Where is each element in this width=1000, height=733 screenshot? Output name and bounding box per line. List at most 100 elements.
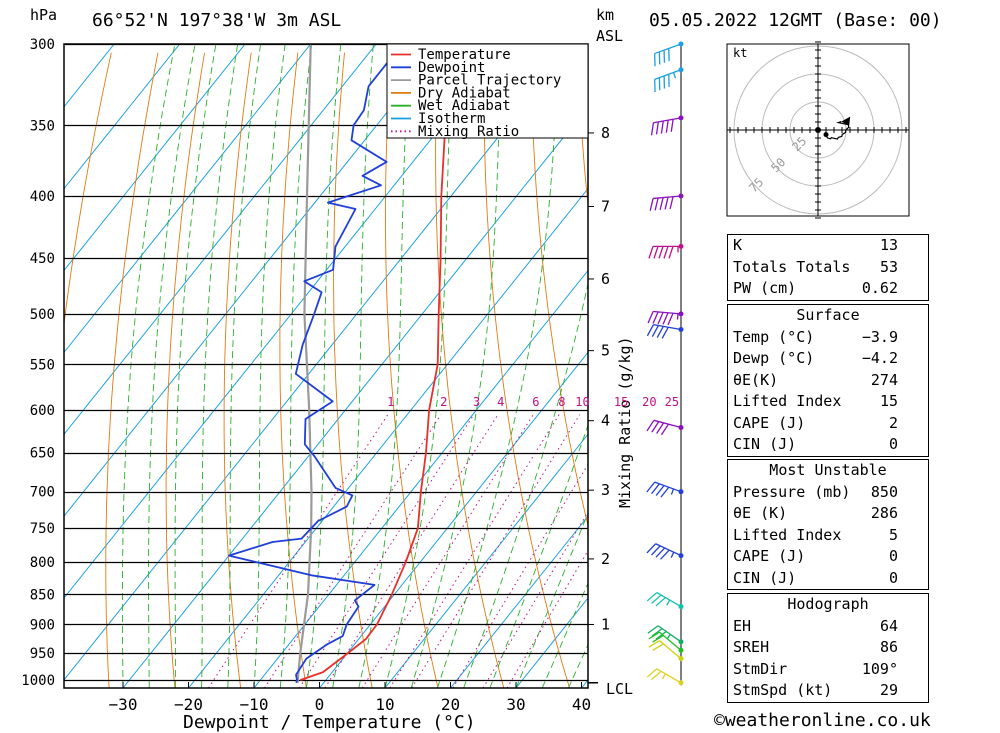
dry-adiabat-line: [577, 52, 588, 209]
dry-adiabat-line: [530, 52, 588, 528]
isotherm-line: [384, 433, 588, 688]
wind-barb-flag: [658, 246, 664, 259]
stat-value: 109°: [861, 659, 898, 678]
legend-label: Dry Adiabat: [418, 85, 511, 101]
wind-barb-flag: [652, 311, 659, 324]
grid-lines: [64, 44, 1000, 688]
dry-adiabat-line: [279, 52, 307, 688]
wet-adiabat-line: [253, 44, 286, 688]
axes: 3003504004505005506006507007508008509009…: [21, 37, 610, 714]
wet-adiabat-line: [201, 44, 239, 688]
wind-barb-half-flag: [661, 673, 666, 680]
wind-level-dot: [678, 311, 684, 317]
mixing-ratio-label: 20: [642, 395, 656, 409]
isotherm-line: [64, 44, 377, 436]
stat-value: 0: [888, 435, 898, 453]
pressure-tick-label: 1000: [21, 673, 55, 689]
site-credit[interactable]: ©weatheronline.co.uk: [714, 710, 931, 731]
wind-barb-shaft: [659, 640, 682, 660]
asl-unit-label: ASL: [596, 27, 623, 45]
km-tick-label: 6: [601, 270, 610, 288]
stat-row: CIN (J) 0: [728, 568, 928, 590]
legend-label: Dewpoint: [418, 60, 485, 76]
isotherm-line: [64, 44, 508, 599]
wind-barb-flag: [651, 325, 659, 337]
stat-value: 5: [888, 525, 898, 544]
lcl-label: LCL: [606, 680, 633, 698]
km-tick-label: 7: [601, 198, 610, 216]
mixing-ratio-label: 8: [558, 395, 565, 409]
stat-value: 29: [879, 681, 898, 699]
stat-label: StmSpd (kt): [733, 681, 833, 699]
stat-value: 0: [888, 568, 898, 587]
legend-box: [386, 43, 589, 139]
totals-totals-label: Totals Totals: [733, 257, 851, 276]
stat-row: Lifted Index 5: [728, 525, 928, 547]
wind-barb-flag: [651, 670, 662, 681]
wind-barb: [646, 591, 684, 610]
legend-label: Wet Adiabat: [418, 98, 511, 114]
pressure-tick-label: 300: [30, 37, 55, 53]
wind-barb: [646, 543, 684, 560]
most-unstable-table: Most Unstable Pressure (mb) 850 θE (K) 286 L…: [727, 459, 929, 590]
wind-barb: [650, 115, 684, 136]
legend-label: Isotherm: [418, 111, 485, 127]
wind-barb-flag: [652, 634, 664, 643]
sounding-traces: [228, 44, 492, 684]
mixing-ratio-label: 6: [532, 395, 539, 409]
wind-barb-flag: [655, 485, 665, 496]
totals-totals-value: 53: [879, 257, 898, 276]
wind-barb-flag: [647, 311, 654, 324]
wind-barb-flag: [653, 246, 659, 259]
dry-adiabat-line: [105, 52, 159, 688]
wind-barb-flag: [656, 326, 664, 338]
dry-adiabat-line: [951, 53, 1000, 688]
stat-row: Dewp (°C) −4.2: [728, 348, 928, 370]
km-tick-label: 8: [601, 124, 610, 142]
wind-barb-flag: [651, 628, 663, 637]
wind-barb-flag: [646, 324, 654, 337]
wind-level-dot: [678, 604, 684, 610]
km-unit-label: km: [596, 6, 614, 24]
wind-barb-flag: [660, 120, 664, 134]
stat-label: CAPE (J): [733, 413, 806, 432]
stat-row: CAPE (J) 0: [728, 546, 928, 568]
mixing-ratio-line: [389, 414, 560, 688]
wind-barb-flag: [648, 246, 654, 259]
stat-row: θE(K) 274: [728, 370, 928, 392]
pressure-tick-label: 350: [30, 118, 55, 134]
wind-barb-shaft: [653, 195, 682, 200]
mixing-ratio-label: 4: [497, 395, 504, 409]
wind-barb-flag: [646, 668, 658, 678]
stat-row: StmSpd (kt) 29: [728, 680, 928, 702]
wind-barb-flag: [651, 594, 662, 604]
mixing-ratio-label: 1: [387, 395, 394, 409]
wet-adiabat-line: [541, 582, 588, 688]
plot-frame: [63, 43, 589, 689]
wind-barb-shaft: [656, 591, 682, 608]
isotherm-line: [64, 44, 443, 517]
wind-barb-half-flag: [670, 488, 675, 495]
wet-adiabat-line: [121, 44, 176, 688]
wind-barb-flag: [646, 481, 656, 493]
mixing-ratio-line: [411, 414, 581, 688]
k-index-row: K 13: [728, 235, 928, 257]
wind-barb: [654, 41, 684, 67]
wet-adiabat-line: [305, 44, 342, 688]
pressure-tick-label: 950: [30, 646, 55, 662]
wind-barb: [647, 625, 684, 645]
stat-value: 274: [870, 370, 898, 389]
stat-label: StmDir: [733, 659, 788, 678]
pw-value: 0.62: [861, 279, 898, 297]
mixing-ratio-line: [298, 414, 475, 688]
wind-barb: [648, 243, 684, 259]
wind-barb-half-flag: [666, 599, 671, 606]
hodograph-stats-title: Hodograph: [787, 595, 869, 613]
hodograph-unit-label: kt: [733, 46, 747, 60]
hpa-unit-label: hPa: [30, 6, 57, 24]
wind-barb-shaft: [654, 481, 682, 493]
mixing-ratio-label: 3: [473, 395, 480, 409]
isotherm-line: [64, 44, 181, 190]
stat-label: Lifted Index: [733, 525, 842, 544]
wind-barb-flag: [660, 486, 670, 498]
